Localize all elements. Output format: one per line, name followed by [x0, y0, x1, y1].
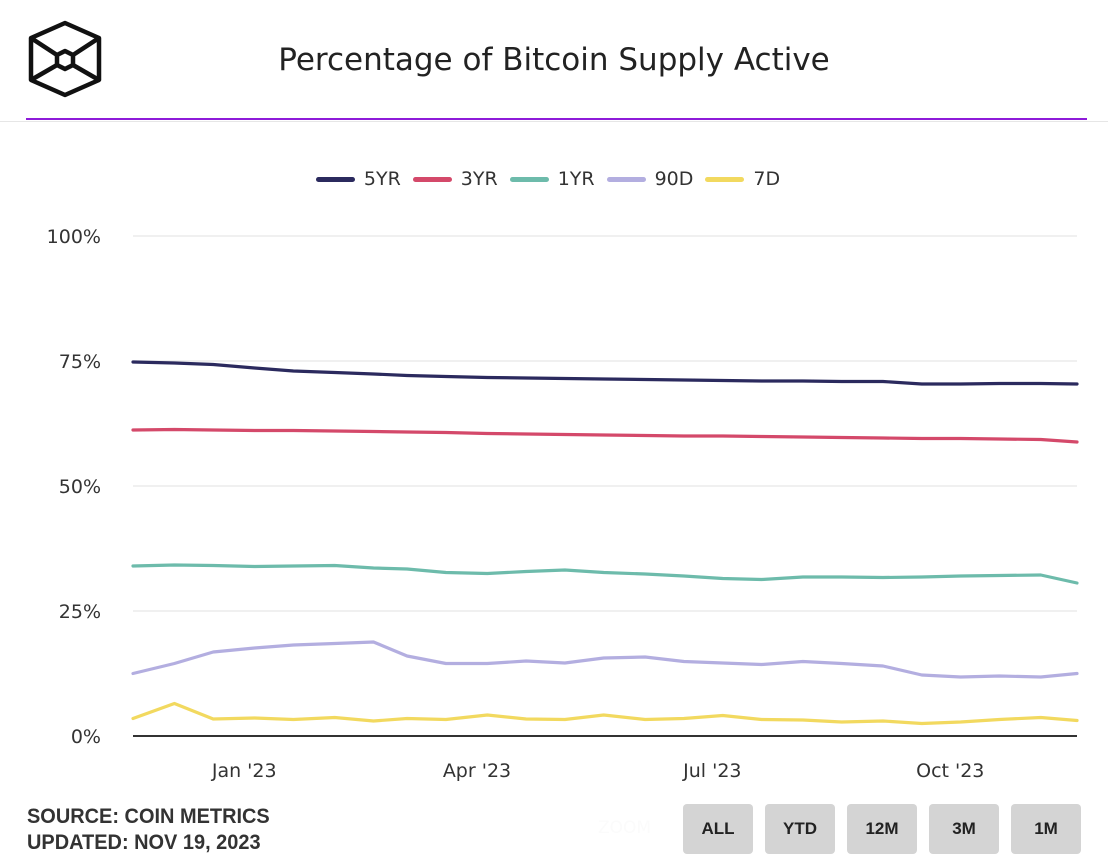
series-line-1yr [131, 563, 1079, 585]
legend-swatch [606, 176, 646, 182]
x-tick-label: Jan '23 [211, 760, 277, 782]
x-tick-label: Jul '23 [682, 760, 741, 782]
legend-item-5yr[interactable]: 5YR [315, 168, 401, 190]
accent-divider [26, 118, 1087, 120]
cube-logo [28, 20, 102, 98]
legend-swatch [315, 176, 355, 182]
legend-label: 90D [654, 168, 694, 190]
legend-item-1yr[interactable]: 1YR [509, 168, 595, 190]
header: Percentage of Bitcoin Supply Active [0, 0, 1108, 122]
y-tick-label: 75% [59, 351, 101, 373]
legend-swatch [705, 176, 745, 182]
range-button-3m[interactable]: 3M [929, 804, 999, 854]
legend-label: 5YR [363, 168, 401, 190]
y-tick-label: 100% [47, 226, 101, 248]
legend-label: 1YR [557, 168, 595, 190]
legend-item-90d[interactable]: 90D [606, 168, 694, 190]
x-tick-label: Oct '23 [916, 760, 984, 782]
range-button-1m[interactable]: 1M [1011, 804, 1081, 854]
legend-item-3yr[interactable]: 3YR [412, 168, 498, 190]
series-line-3yr [131, 427, 1079, 444]
legend-label: 3YR [460, 168, 498, 190]
range-button-12m[interactable]: 12M [847, 804, 917, 854]
range-buttons: ALL YTD 12M 3M 1M [683, 804, 1081, 854]
y-tick-label: 50% [59, 476, 101, 498]
series-line-7d [131, 701, 1079, 726]
chart-legend: 5YR 3YR 1YR 90D 7D [0, 168, 1108, 190]
legend-label: 7D [753, 168, 781, 190]
legend-item-7d[interactable]: 7D [705, 168, 780, 190]
series-line-90d [131, 640, 1079, 679]
x-tick-label: Apr '23 [443, 760, 511, 782]
y-tick-label: 25% [59, 601, 101, 623]
series-line-5yr [131, 360, 1079, 386]
legend-swatch [509, 176, 549, 182]
source-label: SOURCE: COIN METRICS [27, 805, 270, 828]
updated-label: UPDATED: NOV 19, 2023 [27, 831, 261, 854]
page-title: Percentage of Bitcoin Supply Active [278, 42, 830, 78]
y-tick-label: 0% [71, 726, 101, 748]
source-info: SOURCE: COIN METRICS UPDATED: NOV 19, 20… [27, 804, 270, 856]
zoom-label: ZOOM [598, 818, 652, 838]
range-button-ytd[interactable]: YTD [765, 804, 835, 854]
range-button-all[interactable]: ALL [683, 804, 753, 854]
line-chart: 0% 25% 50% 75% 100% Jan '23 Apr '23 Jul '23 Oct … [47, 226, 1079, 782]
legend-swatch [412, 176, 452, 182]
